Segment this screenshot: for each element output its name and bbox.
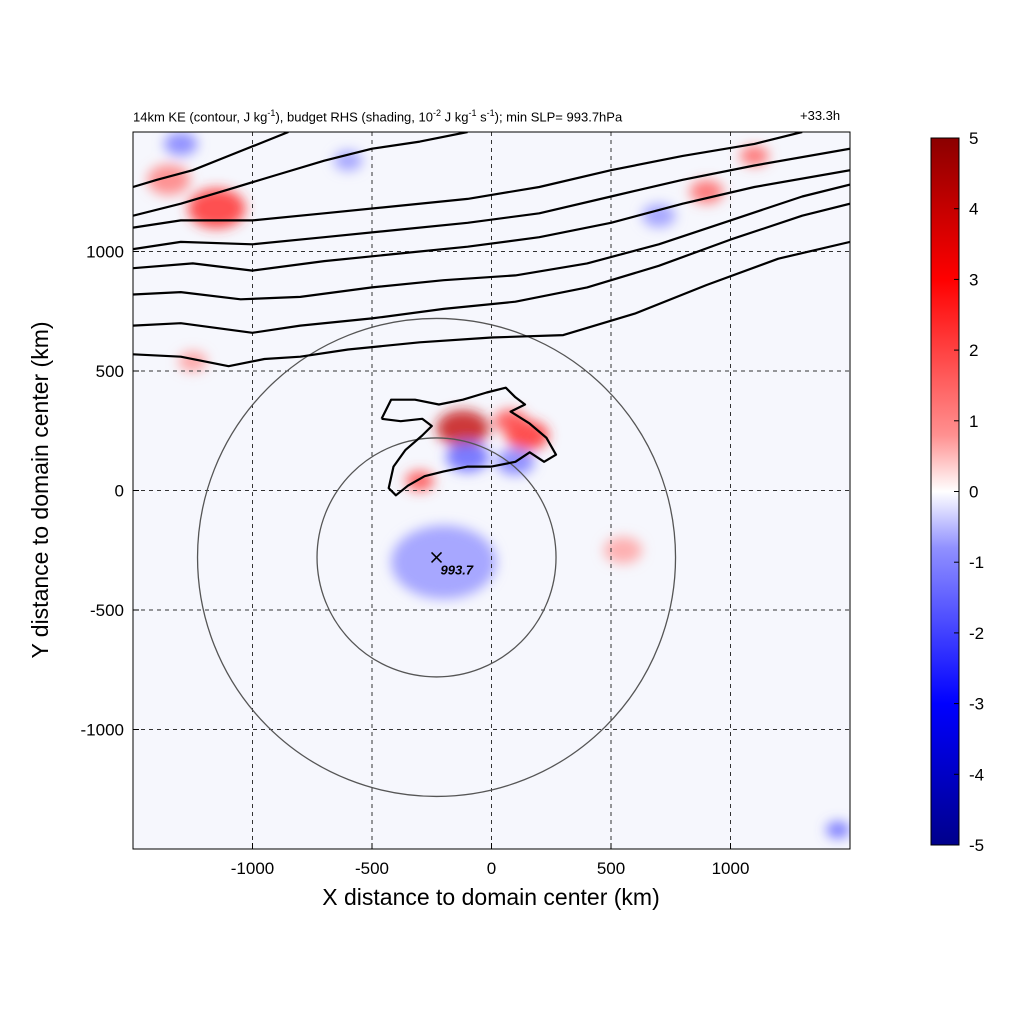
field-feature: [446, 441, 490, 473]
x-tick-label: 500: [597, 859, 625, 878]
y-tick-label: 1000: [86, 243, 124, 262]
ke-contour-line: [133, 183, 850, 301]
y-axis-label: Y distance to domain center (km): [27, 321, 53, 658]
colorbar-tick-label: -4: [969, 765, 984, 784]
x-axis-label: X distance to domain center (km): [322, 884, 659, 910]
ke-contour-line: [133, 169, 850, 272]
y-axis: -1000 -500 0 500 1000: [81, 243, 139, 740]
field-feature: [391, 525, 497, 600]
plot-area: [133, 132, 850, 849]
field-feature: [740, 145, 769, 166]
colorbar-tick-label: 1: [969, 412, 978, 431]
colorbar-ticks: 5 4 3 2 1 0 -1 -2 -3 -4 -5: [954, 129, 984, 855]
colorbar-tick-label: 0: [969, 483, 978, 502]
field-feature: [178, 351, 208, 372]
field-feature: [493, 409, 528, 433]
storm-center-cross: [430, 551, 443, 563]
storm-center-marker: 993.7: [430, 551, 474, 577]
field-feature: [826, 821, 850, 839]
x-tick-label: -500: [355, 859, 389, 878]
x-tick-label: 1000: [712, 859, 750, 878]
ke-contour-line: [133, 240, 850, 368]
ke-contour-line: [133, 202, 850, 334]
field-feature: [603, 536, 643, 564]
storm-center-label: 993.7: [441, 562, 474, 577]
field-feature: [164, 132, 198, 156]
colorbar-tick-label: -1: [969, 553, 984, 572]
range-circle: [316, 437, 557, 678]
y-tick-label: 500: [96, 362, 124, 381]
colorbar-tick-label: 3: [969, 270, 978, 289]
field-feature: [642, 203, 676, 228]
ke-contour-line: [133, 132, 468, 217]
colorbar-tick-label: 2: [969, 341, 978, 360]
chart-time-label: +33.3h: [800, 108, 841, 123]
ke-contour-line: [133, 132, 803, 229]
colorbar-tick-label: 5: [969, 129, 978, 148]
colorbar-tick-label: -2: [969, 624, 984, 643]
field-feature: [187, 188, 246, 229]
x-axis: -1000 -500 0 500 1000: [231, 843, 750, 878]
ke-contours: [133, 132, 850, 497]
range-circle: [196, 317, 677, 798]
ke-contour-line: [133, 132, 289, 189]
budget-shading: [147, 132, 850, 839]
y-tick-label: -1000: [81, 721, 124, 740]
field-feature: [147, 164, 191, 195]
range-circles: [196, 317, 677, 798]
x-tick-label: 0: [487, 859, 496, 878]
x-tick-label: -1000: [231, 859, 274, 878]
field-feature: [436, 409, 490, 447]
field-feature: [689, 180, 724, 204]
colorbar-tick-label: -3: [969, 695, 984, 714]
ke-contour-line: [133, 147, 850, 251]
y-tick-label: 0: [115, 482, 124, 501]
chart-title: 14km KE (contour, J kg-1), budget RHS (s…: [133, 108, 623, 125]
ke-contour-line: [380, 386, 558, 497]
y-tick-label: -500: [90, 601, 124, 620]
colorbar-tick-label: 4: [969, 200, 978, 219]
colorbar-tick-label: -5: [969, 836, 984, 855]
